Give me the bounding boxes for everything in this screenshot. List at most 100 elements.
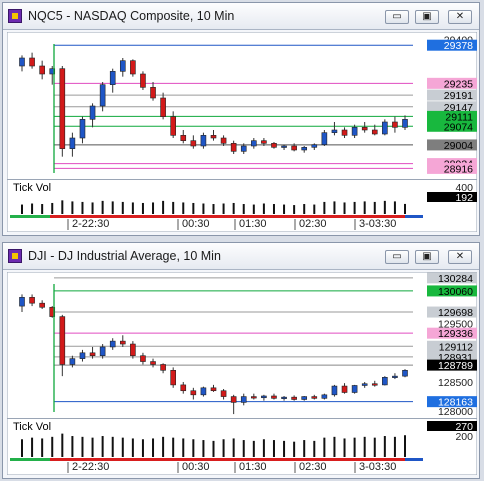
- candle-body[interactable]: [39, 65, 45, 75]
- candle-body[interactable]: [281, 145, 287, 148]
- candle-body[interactable]: [271, 395, 277, 399]
- candle-body[interactable]: [230, 396, 237, 403]
- candle-body[interactable]: [240, 145, 247, 152]
- candle-body[interactable]: [160, 97, 166, 117]
- candle-body[interactable]: [150, 87, 156, 99]
- time-label: 00:30: [182, 218, 210, 230]
- candle-body[interactable]: [301, 396, 308, 400]
- candle-body[interactable]: [29, 297, 35, 304]
- candle-body[interactable]: [261, 395, 267, 399]
- window-titlebar[interactable]: DJI - DJ Industrial Average, 10 Min ▭ ▣ …: [3, 243, 479, 270]
- candle-body[interactable]: [371, 129, 378, 135]
- candle-body[interactable]: [99, 84, 106, 107]
- candle-body[interactable]: [311, 396, 318, 399]
- candle-body[interactable]: [140, 355, 146, 362]
- candle-body[interactable]: [119, 60, 126, 72]
- candle-body[interactable]: [190, 390, 197, 396]
- candle-body[interactable]: [200, 387, 207, 396]
- candle-body[interactable]: [39, 302, 45, 308]
- candle-body[interactable]: [180, 135, 187, 141]
- candle-body[interactable]: [291, 145, 297, 151]
- candle-body[interactable]: [371, 383, 378, 386]
- price-label: 29111: [445, 111, 473, 123]
- candle-body[interactable]: [271, 143, 277, 148]
- candle-body[interactable]: [150, 361, 156, 365]
- candle-body[interactable]: [251, 140, 257, 147]
- candle-body[interactable]: [79, 352, 86, 359]
- candle-body[interactable]: [59, 68, 66, 149]
- candle-body[interactable]: [341, 385, 348, 393]
- volume-bar: [283, 440, 286, 457]
- candle-body[interactable]: [321, 132, 328, 145]
- candle-body[interactable]: [321, 394, 328, 399]
- candle-body[interactable]: [119, 340, 126, 345]
- candle-body[interactable]: [29, 57, 35, 67]
- candle-body[interactable]: [109, 340, 116, 348]
- candle-body[interactable]: [130, 60, 136, 75]
- window-titlebar[interactable]: NQC5 - NASDAQ Composite, 10 Min ▭ ▣ ✕: [3, 3, 479, 30]
- price-chart[interactable]: 1302841300601296981295001293361291121289…: [7, 272, 477, 475]
- candle-body[interactable]: [190, 140, 197, 147]
- dji-chart-window[interactable]: DJI - DJ Industrial Average, 10 Min ▭ ▣ …: [2, 242, 480, 479]
- candle-body[interactable]: [331, 385, 338, 396]
- candle-body[interactable]: [392, 375, 398, 378]
- candle-body[interactable]: [210, 387, 217, 392]
- candle-body[interactable]: [79, 119, 86, 139]
- candle-body[interactable]: [361, 127, 368, 131]
- candle-body[interactable]: [210, 135, 217, 139]
- candle-body[interactable]: [331, 129, 338, 133]
- price-label-bg: [427, 306, 477, 318]
- candle-body[interactable]: [49, 68, 56, 75]
- candle-body[interactable]: [341, 129, 348, 136]
- volume-bar: [152, 438, 155, 457]
- candle-body[interactable]: [281, 396, 287, 399]
- minimize-button[interactable]: ▭: [385, 10, 409, 24]
- candle-body[interactable]: [200, 135, 207, 147]
- restore-button[interactable]: ▣: [415, 10, 439, 24]
- candle-body[interactable]: [311, 144, 318, 148]
- candle-body[interactable]: [160, 364, 166, 371]
- candle-body[interactable]: [69, 358, 76, 365]
- candle-body[interactable]: [89, 352, 96, 357]
- candle-body[interactable]: [291, 396, 297, 400]
- candle-body[interactable]: [361, 383, 368, 386]
- candle-body[interactable]: [140, 73, 146, 88]
- volume-label: 270: [455, 421, 473, 433]
- candle-body[interactable]: [99, 346, 106, 357]
- candle-body[interactable]: [351, 385, 358, 393]
- candle-body[interactable]: [49, 306, 56, 317]
- close-button[interactable]: ✕: [448, 250, 472, 264]
- price-label-bg: [427, 162, 477, 174]
- candle-body[interactable]: [382, 121, 388, 135]
- minimize-button[interactable]: ▭: [385, 250, 409, 264]
- candle-body[interactable]: [351, 127, 358, 136]
- candle-body[interactable]: [109, 71, 116, 85]
- candle-body[interactable]: [240, 396, 247, 403]
- candle-body[interactable]: [19, 297, 25, 307]
- candle-body[interactable]: [170, 370, 176, 386]
- candle-body[interactable]: [251, 396, 257, 399]
- candle-body[interactable]: [230, 143, 237, 152]
- candle-body[interactable]: [69, 137, 76, 149]
- volume-bar: [91, 437, 94, 457]
- candle-body[interactable]: [220, 390, 227, 397]
- candle-body[interactable]: [261, 140, 267, 144]
- candle-body[interactable]: [59, 316, 66, 365]
- candle-body[interactable]: [382, 377, 388, 386]
- candle-body[interactable]: [220, 137, 227, 144]
- price-chart[interactable]: 2940029378292352919129147291112907429004…: [7, 32, 477, 232]
- volume-bar: [293, 441, 296, 457]
- candle-body[interactable]: [89, 105, 96, 120]
- candle-body[interactable]: [402, 119, 408, 128]
- candle-body[interactable]: [170, 116, 176, 136]
- restore-button[interactable]: ▣: [415, 250, 439, 264]
- nasdaq-chart-window[interactable]: NQC5 - NASDAQ Composite, 10 Min ▭ ▣ ✕ 29…: [2, 2, 480, 236]
- candle-body[interactable]: [301, 147, 308, 151]
- candle-body[interactable]: [402, 370, 408, 377]
- candle-body[interactable]: [19, 57, 25, 67]
- candle-body[interactable]: [130, 343, 136, 357]
- time-label: 01:30: [239, 218, 267, 230]
- candle-body[interactable]: [392, 121, 398, 128]
- candle-body[interactable]: [180, 384, 187, 392]
- close-button[interactable]: ✕: [448, 10, 472, 24]
